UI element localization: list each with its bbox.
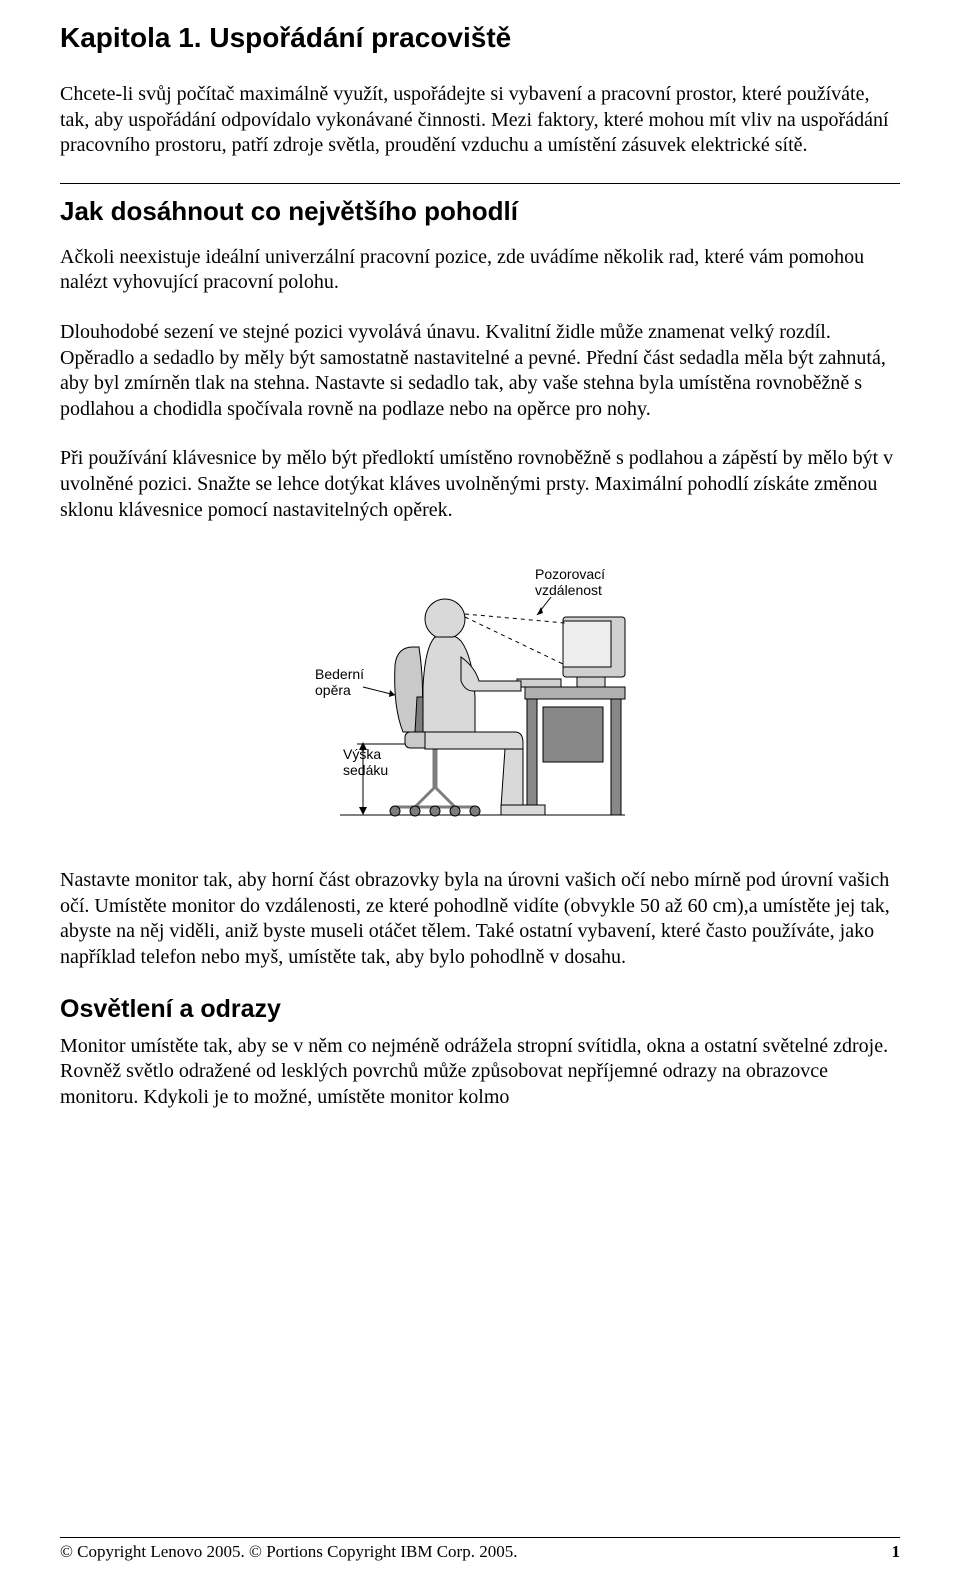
chapter-intro: Chcete-li svůj počítač maximálně využít,… (60, 82, 900, 159)
section-divider (60, 183, 900, 184)
page-footer: © Copyright Lenovo 2005. © Portions Copy… (60, 1537, 900, 1562)
figure-label-lumbar-1: Bederní (315, 666, 364, 682)
chapter-title: Kapitola 1. Uspořádání pracoviště (60, 22, 900, 54)
figure-label-viewing-distance-1: Pozorovací (535, 566, 605, 582)
page: Kapitola 1. Uspořádání pracoviště Chcete… (0, 0, 960, 1592)
comfort-p4: Nastavte monitor tak, aby horní část obr… (60, 868, 900, 970)
ergonomics-figure: Pozorovací vzdálenost Bederní opěra Výšk… (60, 547, 900, 842)
figure-label-viewing-distance-2: vzdálenost (535, 582, 602, 598)
footer-page-number: 1 (892, 1542, 901, 1562)
figure-label-seat-2: sedáku (343, 762, 388, 778)
comfort-p1: Ačkoli neexistuje ideální univerzální pr… (60, 245, 900, 296)
figure-label-lumbar-2: opěra (315, 682, 351, 698)
lighting-p1: Monitor umístěte tak, aby se v něm co ne… (60, 1034, 900, 1111)
comfort-p2: Dlouhodobé sezení ve stejné pozici vyvol… (60, 320, 900, 422)
ergonomics-diagram-icon: Pozorovací vzdálenost Bederní opěra Výšk… (265, 547, 695, 837)
comfort-p3: Při používání klávesnice by mělo být pře… (60, 446, 900, 523)
section-heading-lighting: Osvětlení a odrazy (60, 995, 900, 1024)
footer-copyright: © Copyright Lenovo 2005. © Portions Copy… (60, 1542, 517, 1562)
section-heading-comfort: Jak dosáhnout co největšího pohodlí (60, 196, 900, 227)
figure-label-seat-1: Výška (343, 746, 381, 762)
